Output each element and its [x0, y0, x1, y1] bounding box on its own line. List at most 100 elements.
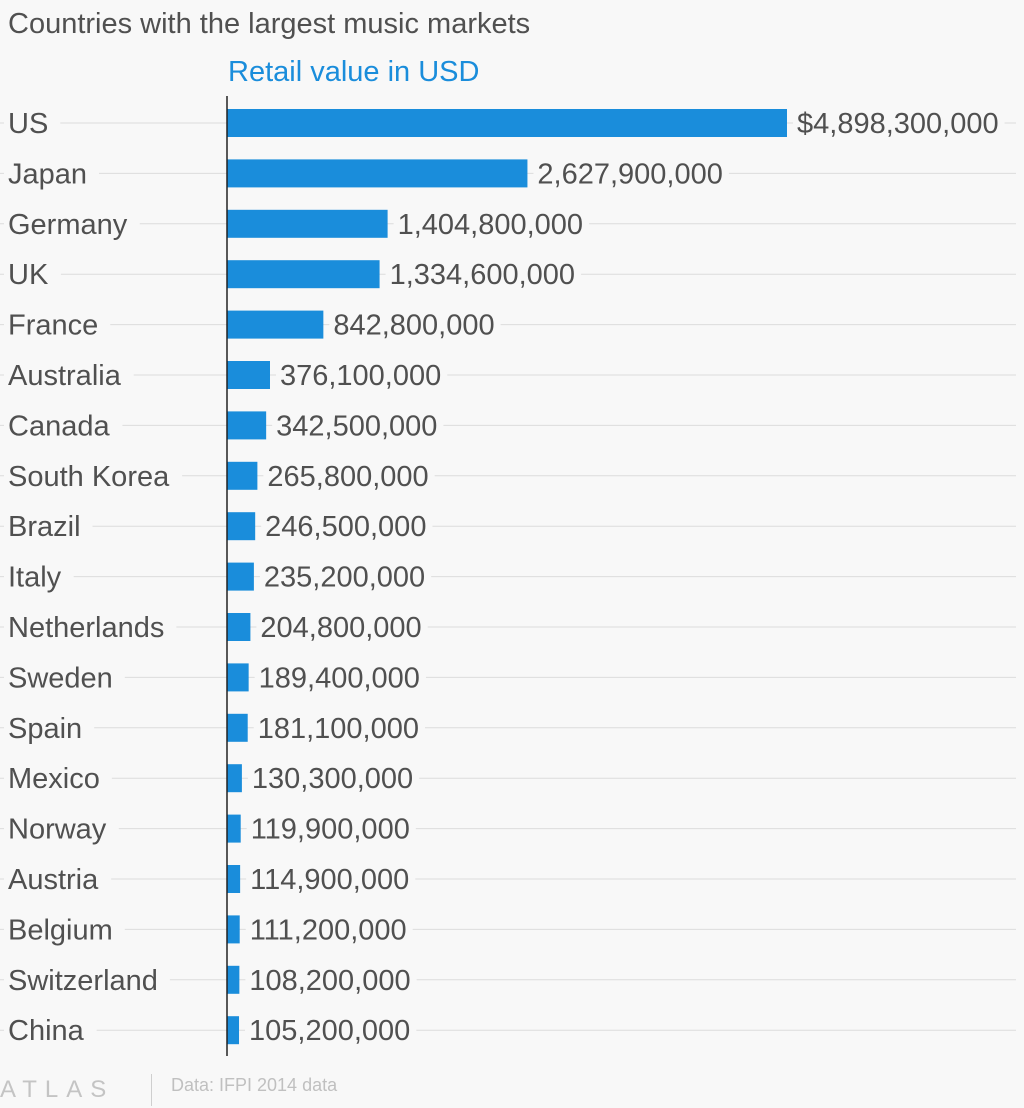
category-label-bg	[4, 511, 93, 544]
value-label-bg	[254, 662, 426, 695]
value-label: 119,900,000	[251, 814, 410, 846]
bar	[227, 1016, 240, 1045]
bar	[227, 209, 388, 238]
category-label: Italy	[8, 562, 62, 594]
value-label: 376,100,000	[280, 360, 441, 392]
category-label-bg	[4, 662, 125, 695]
category-label: Canada	[8, 410, 110, 442]
category-label: Spain	[8, 713, 82, 745]
value-label-bg	[393, 208, 590, 241]
value-label-bg	[533, 158, 729, 191]
category-label: Norway	[8, 814, 107, 846]
value-label: 842,800,000	[333, 310, 494, 342]
category-label-bg	[4, 561, 74, 594]
category-label-bg	[4, 1015, 97, 1048]
category-label-bg	[4, 964, 170, 997]
category-label-bg	[4, 612, 177, 644]
value-label: 2,627,900,000	[537, 158, 722, 190]
bar	[227, 562, 254, 591]
category-label-bg	[4, 914, 125, 947]
bar	[227, 764, 242, 793]
value-label-bg	[329, 309, 501, 342]
category-label: Germany	[8, 209, 128, 241]
category-label: Brazil	[8, 511, 81, 543]
bar	[227, 512, 256, 541]
value-label-bg	[245, 964, 417, 997]
bar	[227, 663, 249, 692]
bar	[227, 814, 241, 843]
bar	[227, 361, 270, 389]
category-label: Switzerland	[8, 965, 158, 997]
category-label-bg	[4, 208, 140, 241]
category-label: Netherlands	[8, 612, 164, 644]
category-label-bg	[4, 309, 111, 342]
category-label: Sweden	[8, 662, 113, 694]
category-label-bg	[4, 460, 183, 493]
category-label: South Korea	[8, 461, 170, 493]
bar	[227, 713, 248, 742]
value-label-bg	[793, 108, 1005, 140]
bar	[227, 965, 240, 994]
value-label-bg	[245, 1015, 417, 1048]
category-label: Austria	[8, 864, 99, 896]
category-label: UK	[8, 259, 49, 291]
value-label-bg	[275, 360, 448, 392]
category-label: Mexico	[8, 763, 100, 795]
value-label: $4,898,300,000	[797, 108, 999, 140]
source-note: Data: IFPI 2014 data	[171, 1075, 338, 1095]
category-label-bg	[4, 108, 61, 140]
bar-chart: US $4,898,300,000 Japan 2,627,900,000 German…	[0, 96, 1016, 1056]
category-label-bg	[4, 410, 123, 443]
bar	[227, 109, 787, 137]
value-label-bg	[256, 612, 428, 644]
category-label: US	[8, 108, 48, 140]
category-label-bg	[4, 158, 100, 191]
bar	[227, 310, 324, 339]
bar	[227, 915, 240, 944]
bar	[227, 865, 241, 893]
value-label: 1,334,600,000	[390, 259, 575, 291]
category-label-bg	[4, 813, 119, 846]
value-label: 189,400,000	[259, 662, 420, 694]
category-label: Japan	[8, 158, 87, 190]
category-label: Belgium	[8, 914, 113, 946]
category-label-bg	[4, 864, 112, 896]
value-label: 235,200,000	[264, 562, 425, 594]
value-label-bg	[246, 864, 416, 896]
series-label: Retail value in USD	[228, 56, 480, 88]
bar	[227, 411, 267, 440]
value-label-bg	[261, 511, 433, 544]
value-label-bg	[246, 813, 416, 846]
value-label: 246,500,000	[265, 511, 426, 543]
bar	[227, 613, 251, 641]
category-label-bg	[4, 712, 95, 745]
category-label: Australia	[8, 360, 122, 392]
bar	[227, 260, 380, 289]
bar	[227, 461, 258, 490]
value-label-bg	[259, 561, 432, 594]
chart-title: Countries with the largest music markets	[8, 8, 531, 40]
footer-divider	[151, 1074, 152, 1106]
value-label-bg	[247, 763, 420, 796]
category-label-bg	[4, 259, 61, 292]
value-label-bg	[263, 460, 435, 493]
value-label-bg	[245, 914, 413, 947]
value-label: 181,100,000	[258, 713, 419, 745]
category-label: France	[8, 310, 98, 342]
value-label: 204,800,000	[260, 612, 421, 644]
value-label-bg	[272, 410, 444, 443]
value-label-bg	[385, 259, 582, 292]
value-label: 265,800,000	[267, 461, 428, 493]
value-label: 105,200,000	[249, 1015, 410, 1047]
category-label-bg	[4, 763, 112, 796]
value-label: 1,404,800,000	[398, 209, 583, 241]
value-label: 342,500,000	[276, 410, 437, 442]
footer: ATLAS Data: IFPI 2014 data	[0, 1068, 1024, 1108]
value-label: 130,300,000	[252, 763, 413, 795]
category-label: China	[8, 1015, 85, 1047]
value-label-bg	[253, 712, 425, 745]
category-label-bg	[4, 360, 134, 392]
value-label: 114,900,000	[250, 864, 409, 896]
value-label: 108,200,000	[249, 965, 410, 997]
value-label: 111,200,000	[250, 914, 407, 946]
